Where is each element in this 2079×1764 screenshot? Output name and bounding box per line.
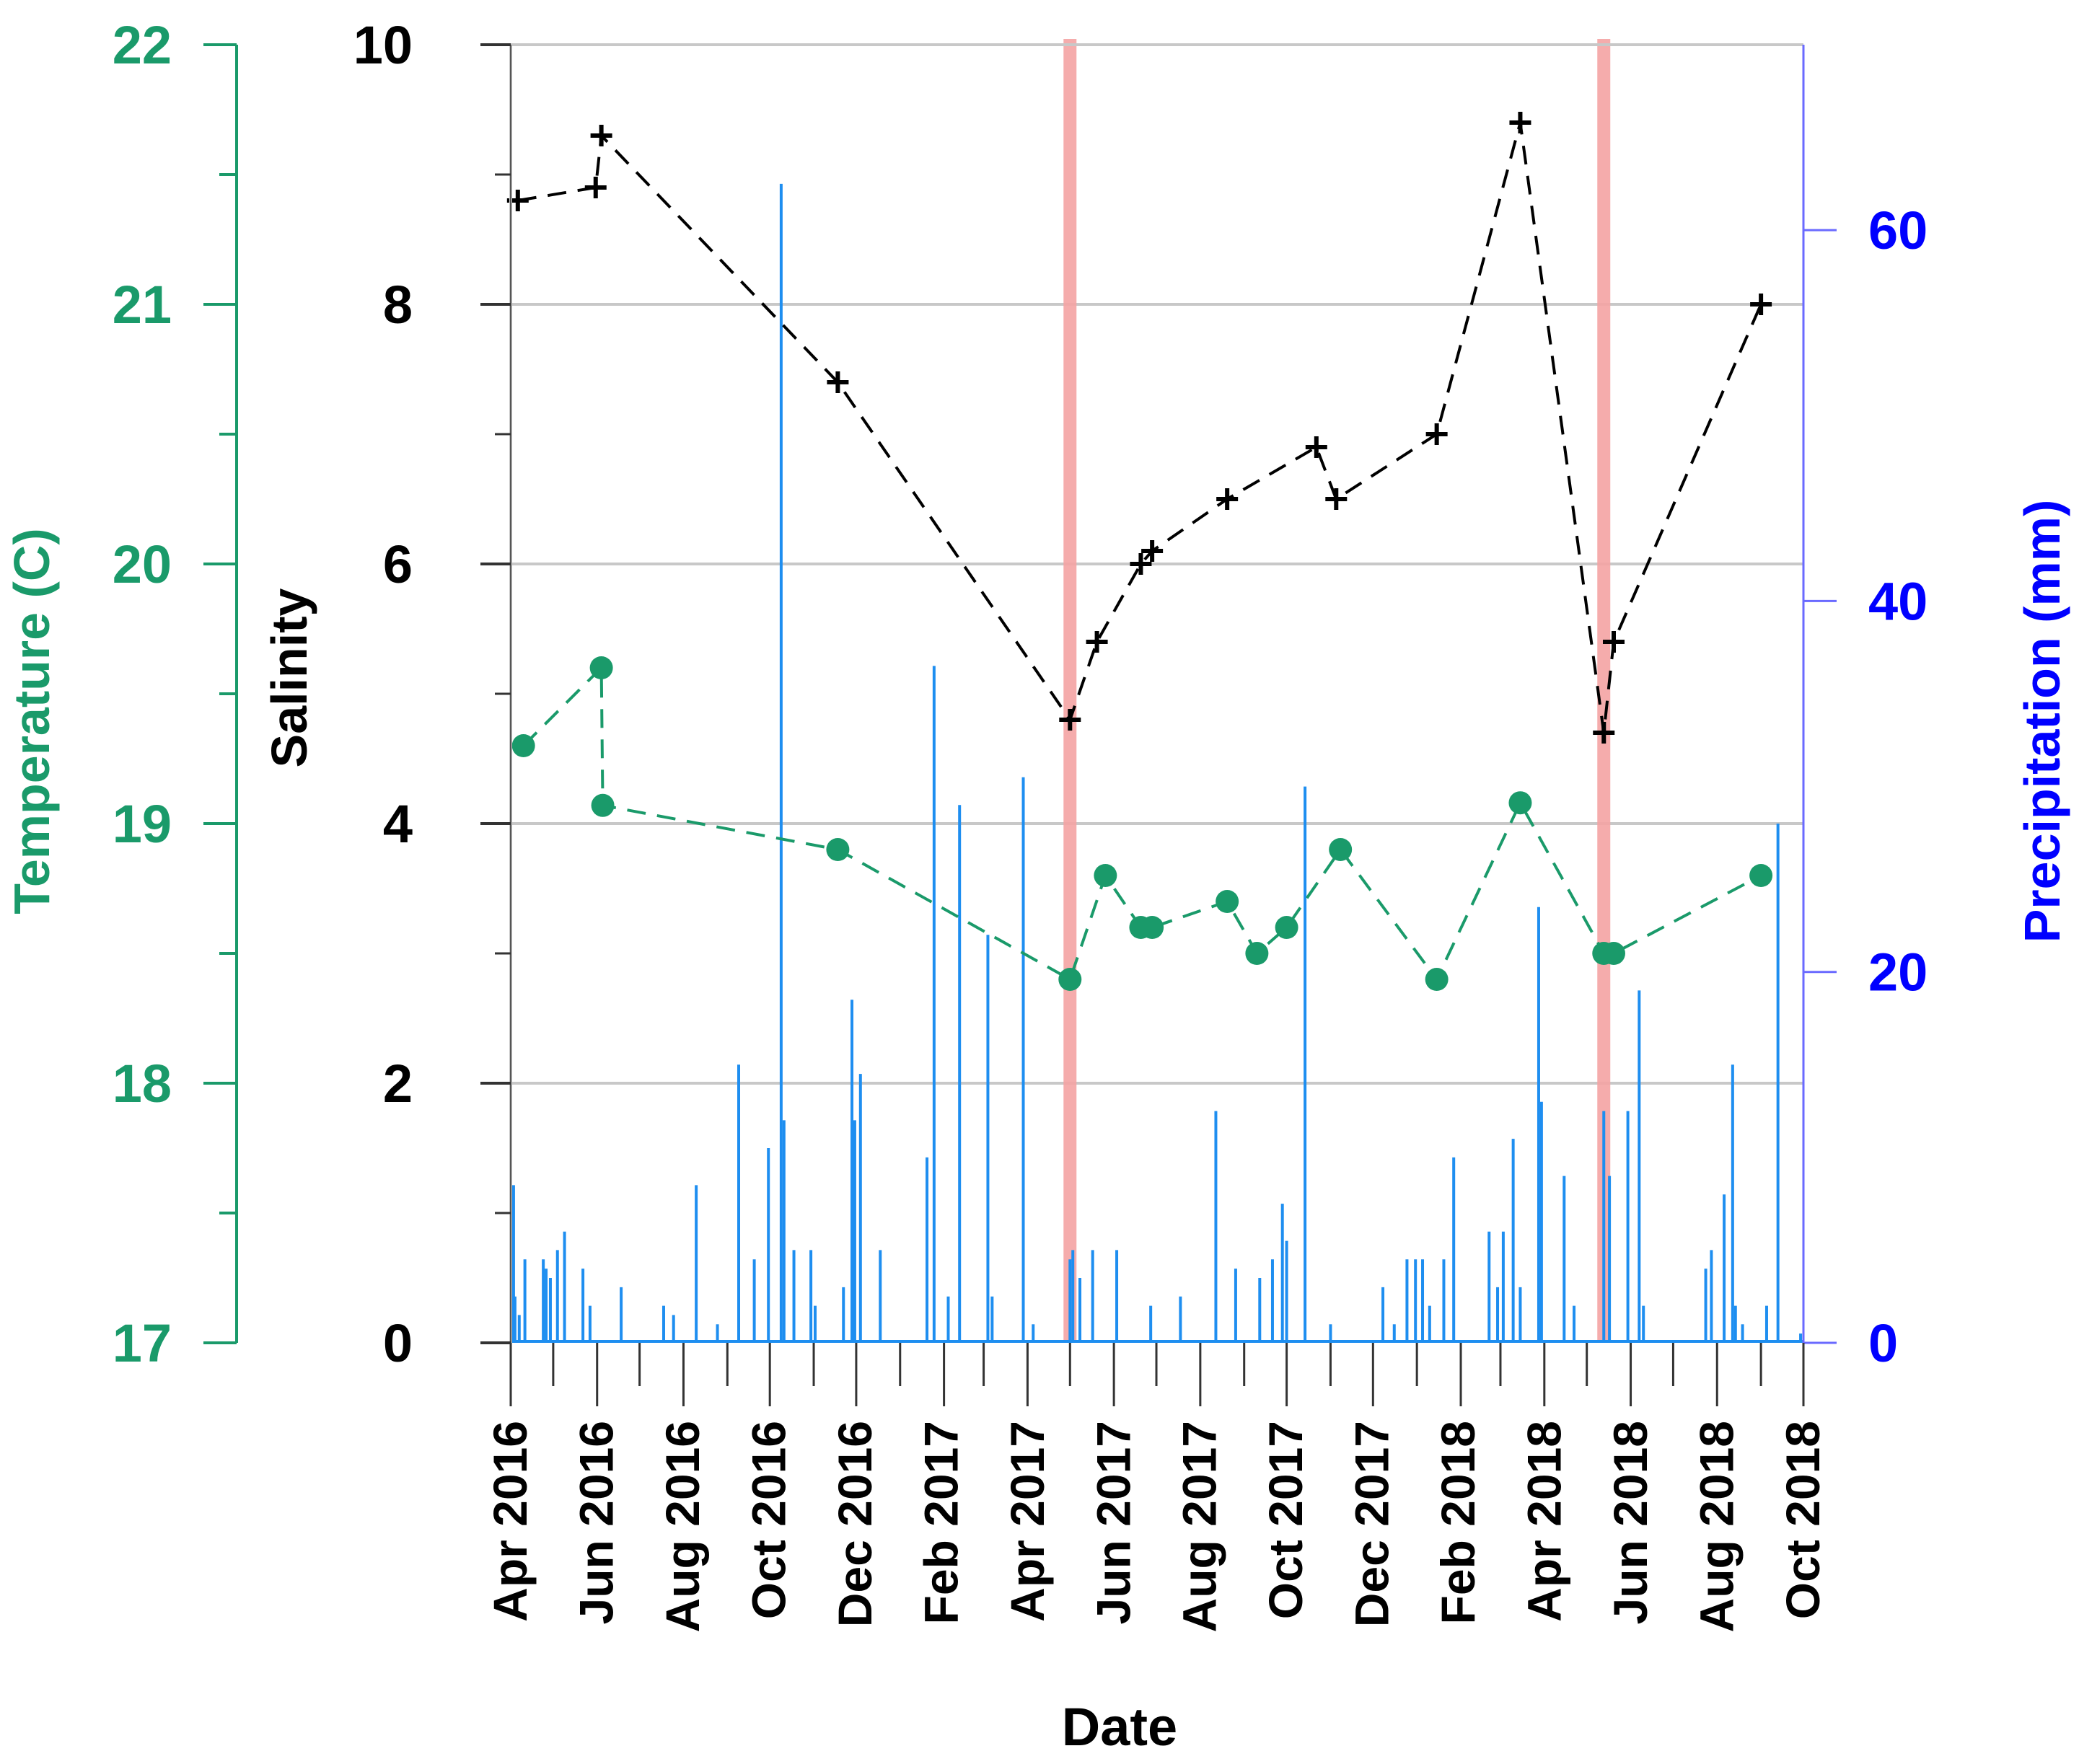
temperature-point-15 <box>1601 942 1625 965</box>
temperature-series <box>511 656 1773 991</box>
temperature-axis: 17 18 19 20 21 22 <box>113 15 238 1373</box>
salinity-point-7 <box>1141 540 1164 562</box>
temperature-tick-label-4: 21 <box>113 275 172 335</box>
salinity-point-11 <box>1425 423 1448 445</box>
salinity-tick-label-4: 8 <box>383 275 413 335</box>
temperature-point-5 <box>1094 864 1117 887</box>
precip-tick-label-3: 60 <box>1868 200 1928 260</box>
salinity-tick-label-0: 0 <box>383 1313 413 1373</box>
salinity-point-14 <box>1602 631 1625 653</box>
temperature-point-7 <box>1140 916 1164 939</box>
salinity-point-6 <box>1130 553 1152 575</box>
highlight-layer <box>1063 39 1611 1343</box>
salinity-axis: 0 2 4 6 8 10 <box>353 15 511 1373</box>
date-tick-label-2: Aug 2016 <box>656 1421 709 1632</box>
highlight-band-0 <box>1063 39 1077 1343</box>
salinity-tick-label-2: 4 <box>383 794 413 854</box>
x-axis-title: Date <box>1062 1697 1177 1757</box>
salinity-point-4 <box>1059 709 1081 731</box>
date-tick-label-13: Jun 2018 <box>1604 1421 1657 1625</box>
date-axis: Apr 2016 Jun 2016 Aug 2016 Oct 2016 Dec 2016… <box>483 1343 1829 1632</box>
salinity-point-8 <box>1216 488 1239 510</box>
temperature-tick-label-2: 19 <box>113 794 172 854</box>
date-tick-label-3: Oct 2016 <box>742 1421 795 1619</box>
date-tick-label-11: Feb 2018 <box>1431 1421 1485 1625</box>
temperature-point-2 <box>591 793 615 817</box>
date-tick-label-6: Apr 2017 <box>1001 1421 1054 1622</box>
salinity-point-3 <box>827 371 849 393</box>
temperature-point-8 <box>1216 890 1239 913</box>
temperature-axis-title: Temperature (C) <box>4 528 60 914</box>
salinity-line <box>517 122 1762 733</box>
temperature-point-9 <box>1245 942 1269 965</box>
temperature-tick-label-1: 18 <box>113 1054 172 1113</box>
date-tick-label-4: Dec 2016 <box>828 1421 882 1627</box>
precipitation-axis-title: Precipitation (mm) <box>2014 500 2070 943</box>
temperature-point-0 <box>511 734 535 757</box>
salinity-tick-label-3: 6 <box>383 534 413 594</box>
temperature-point-13 <box>1508 791 1532 815</box>
temperature-tick-label-0: 17 <box>113 1313 172 1373</box>
temperature-point-3 <box>826 838 850 861</box>
precip-tick-label-0: 0 <box>1868 1313 1898 1373</box>
temperature-point-10 <box>1275 916 1298 939</box>
date-tick-label-1: Jun 2016 <box>569 1421 623 1625</box>
salinity-point-5 <box>1086 631 1108 653</box>
date-tick-label-0: Apr 2016 <box>483 1421 537 1622</box>
highlight-band-1 <box>1597 39 1611 1343</box>
salinity-tick-label-1: 2 <box>383 1054 413 1113</box>
salinity-axis-title: Salinity <box>261 588 317 767</box>
salinity-tick-label-5: 10 <box>353 15 413 75</box>
salinity-point-1 <box>584 177 607 198</box>
date-tick-label-5: Feb 2017 <box>914 1421 967 1625</box>
salinity-point-15 <box>1750 294 1772 315</box>
temperature-tick-label-3: 20 <box>113 534 172 594</box>
precip-tick-label-2: 40 <box>1868 571 1928 631</box>
precipitation-series <box>509 183 1803 1343</box>
date-tick-label-12: Apr 2018 <box>1518 1421 1571 1622</box>
salinity-point-9 <box>1305 436 1327 458</box>
precipitation-axis: 0 20 40 60 <box>1803 200 1928 1373</box>
salinity-point-13 <box>1593 722 1615 744</box>
precip-tick-label-1: 20 <box>1868 943 1928 1002</box>
temperature-tick-label-5: 22 <box>113 15 172 75</box>
temperature-point-12 <box>1425 968 1449 991</box>
temperature-point-11 <box>1329 838 1353 861</box>
date-tick-label-15: Oct 2018 <box>1776 1421 1829 1619</box>
date-tick-label-9: Oct 2017 <box>1259 1421 1312 1619</box>
date-tick-label-14: Aug 2018 <box>1690 1421 1744 1632</box>
salinity-point-10 <box>1325 488 1348 510</box>
salinity-point-2 <box>590 125 612 146</box>
temperature-point-1 <box>589 656 613 679</box>
temperature-point-16 <box>1749 864 1773 887</box>
date-tick-label-8: Aug 2017 <box>1173 1421 1226 1632</box>
date-tick-label-10: Dec 2017 <box>1345 1421 1399 1627</box>
salinity-point-12 <box>1509 112 1531 133</box>
temperature-point-4 <box>1058 968 1082 991</box>
date-tick-label-7: Jun 2017 <box>1086 1421 1140 1625</box>
salinity-series <box>506 112 1772 744</box>
